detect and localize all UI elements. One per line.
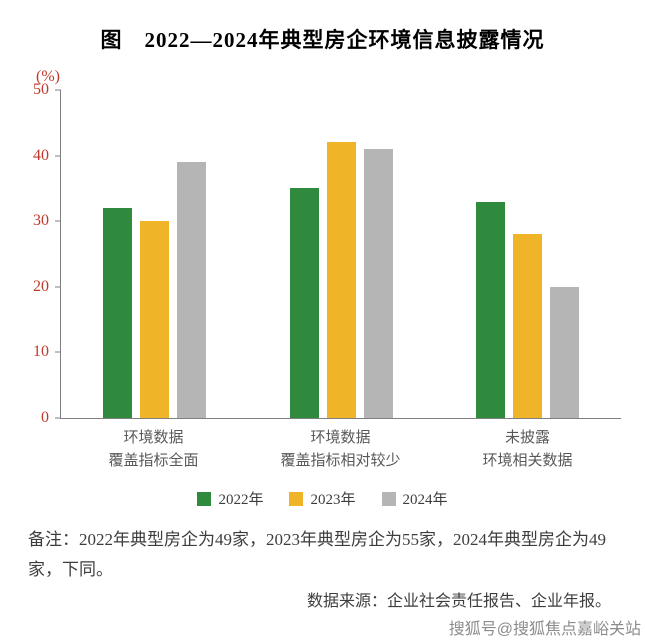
bar	[289, 188, 319, 418]
legend-item: 2023年	[289, 488, 356, 509]
y-tick-label: 30	[33, 212, 49, 230]
y-axis-unit-label: (%)	[36, 68, 60, 85]
bar	[476, 201, 506, 418]
y-tick-label: 40	[33, 146, 49, 164]
bar-chart: (%) 0 10 20 30 40 50 环境数据 覆盖指标全面 环境数据 覆盖指标相对较少 未披…	[0, 68, 645, 509]
legend-swatch	[381, 491, 396, 506]
y-tick-mark	[55, 220, 61, 222]
y-tick-mark	[55, 417, 61, 419]
y-tick-label: 20	[33, 277, 49, 295]
category-label: 环境数据 覆盖指标全面	[108, 430, 199, 469]
bar	[139, 221, 169, 418]
bar	[102, 208, 132, 418]
bar	[550, 286, 580, 418]
plot-area: 0 10 20 30 40 50	[33, 82, 621, 426]
legend-item: 2022年	[197, 488, 263, 509]
y-tick-label: 50	[33, 81, 49, 98]
legend-item: 2024年	[381, 488, 448, 509]
plot-wrap: 0 10 20 30 40 50 环境数据 覆盖指标全面 环境数据 覆盖指标相对较少 未披露 环境相…	[0, 82, 645, 472]
y-tick-label: 0	[41, 409, 49, 426]
legend-swatch	[197, 491, 212, 506]
bar-group	[61, 90, 248, 418]
watermark: 搜狐号@搜狐焦点嘉峪关站	[448, 621, 641, 638]
y-tick-label: 10	[33, 343, 49, 361]
category-label: 未披露 环境相关数据	[482, 430, 573, 469]
x-axis-category-labels: 环境数据 覆盖指标全面 环境数据 覆盖指标相对较少 未披露 环境相关数据	[60, 427, 621, 472]
bar	[326, 142, 356, 418]
y-tick-mark	[55, 155, 61, 157]
y-tick-mark	[55, 351, 61, 353]
bar	[176, 162, 206, 418]
legend: 2022年 2023年 2024年	[0, 488, 645, 509]
bar-group	[248, 90, 435, 418]
bar	[363, 149, 393, 418]
bar-group	[434, 90, 621, 418]
y-tick-mark	[55, 286, 61, 288]
data-source: 数据来源：企业社会责任报告、企业年报。	[306, 592, 611, 610]
bar	[513, 234, 543, 418]
legend-swatch	[289, 491, 304, 506]
category-label: 环境数据 覆盖指标相对较少	[280, 430, 401, 469]
chart-title: 图 2022—2024年典型房企环境信息披露情况	[100, 28, 545, 52]
legend-label: 2024年	[402, 492, 448, 508]
legend-label: 2022年	[218, 492, 264, 508]
y-tick-mark	[55, 89, 61, 91]
legend-label: 2023年	[310, 492, 356, 508]
footnote: 备注：2022年典型房企为49家，2023年典型房企为55家，2024年典型房企…	[28, 530, 606, 579]
